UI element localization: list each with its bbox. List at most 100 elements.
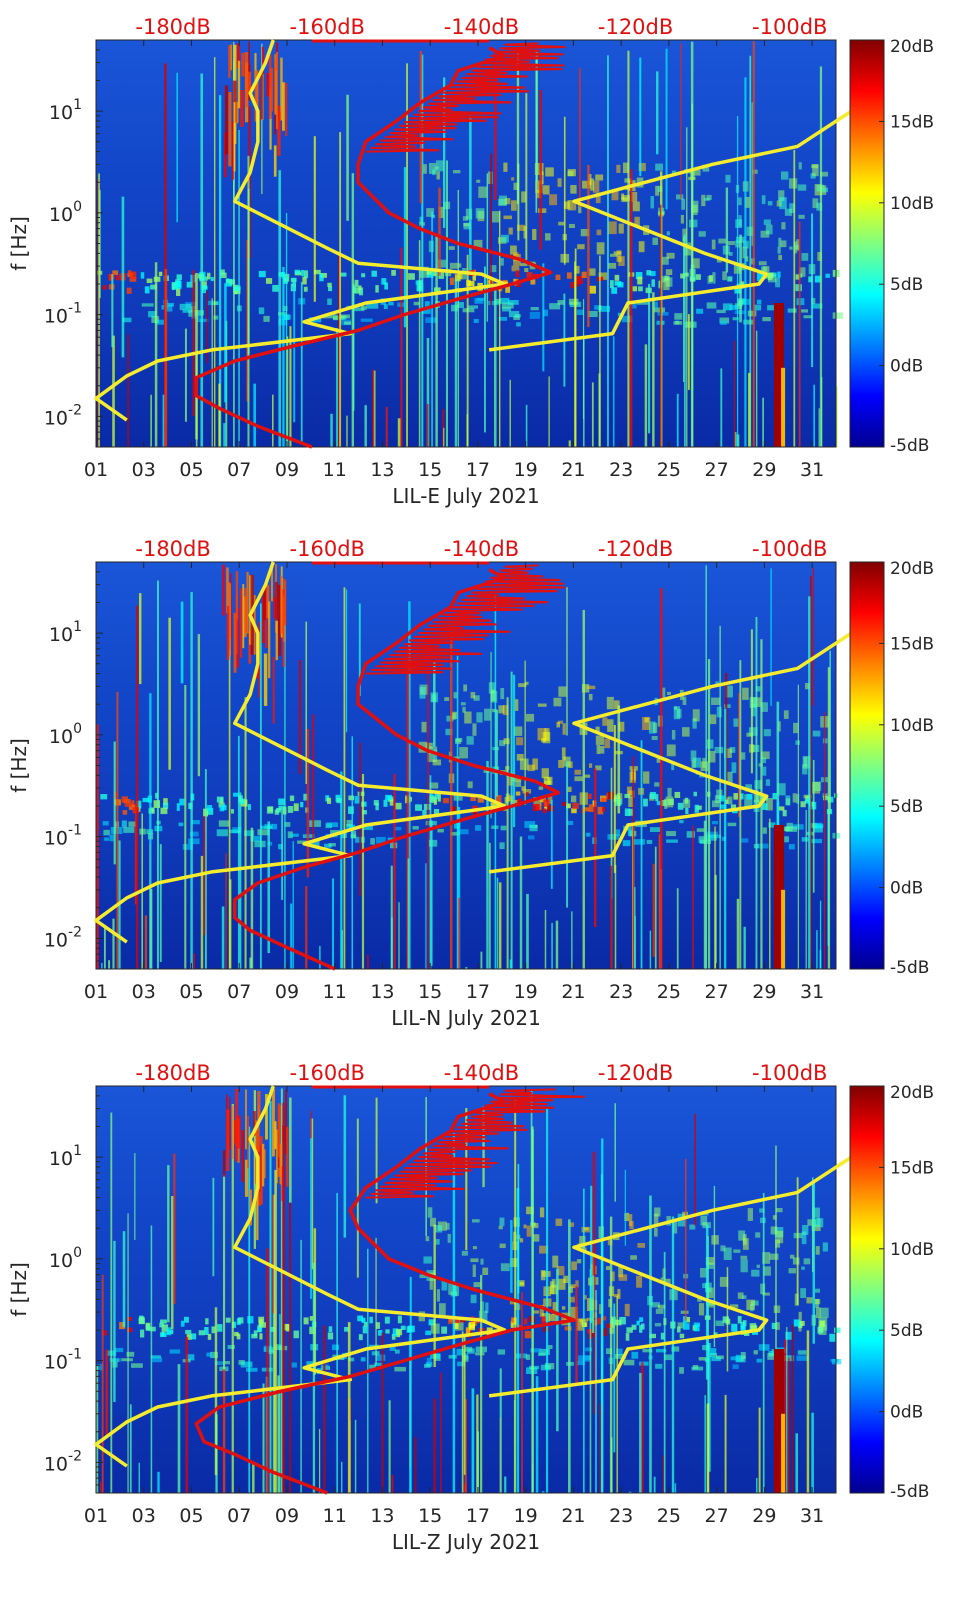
stripe <box>726 1267 729 1372</box>
band-cell <box>757 273 764 282</box>
stripe <box>499 210 501 447</box>
band-cell <box>719 795 725 802</box>
band-cell <box>680 273 685 279</box>
energy-cell <box>558 221 565 226</box>
energy-cell <box>434 166 439 170</box>
energy-cell <box>586 685 596 690</box>
band-cell <box>160 807 168 815</box>
y-tick-label: 101 <box>49 1143 82 1170</box>
y-tick-exponent: 1 <box>73 1143 82 1159</box>
band-cell <box>230 809 235 814</box>
energy-cell <box>628 796 633 808</box>
y-tick-exponent: 0 <box>73 199 82 215</box>
energy-cell <box>509 1258 519 1268</box>
band-cell <box>114 1347 124 1353</box>
band-cell <box>207 272 211 280</box>
stripe <box>546 1106 549 1493</box>
stripe <box>408 601 411 969</box>
energy-cell <box>452 170 461 174</box>
band-cell <box>375 803 379 811</box>
stripe <box>556 1268 559 1432</box>
band-cell <box>149 1326 156 1332</box>
stripe <box>250 827 254 969</box>
energy-cell <box>815 1246 820 1255</box>
stripe <box>223 423 226 447</box>
band-cell <box>709 275 713 282</box>
stripe <box>390 865 393 969</box>
energy-cell <box>618 721 625 732</box>
y-tick-label: 10-1 <box>44 823 82 850</box>
band-cell <box>803 315 813 319</box>
band-cell <box>145 1324 150 1331</box>
band-cell <box>655 1363 663 1369</box>
band-cell <box>768 822 776 828</box>
band-cell <box>247 1316 254 1324</box>
energy-cell <box>466 736 474 745</box>
band-cell <box>633 839 645 845</box>
stripe <box>769 818 771 969</box>
top-db-label: -160dB <box>290 1061 365 1085</box>
energy-cell <box>666 691 671 695</box>
stripe <box>248 106 251 258</box>
stripe <box>218 383 221 447</box>
stripe <box>247 155 250 447</box>
band-cell <box>772 793 777 800</box>
band-cell <box>289 795 295 802</box>
band-cell <box>348 795 355 801</box>
stripe <box>652 292 655 447</box>
stripe <box>720 368 723 447</box>
band-cell <box>694 804 699 813</box>
energy-cell <box>576 1259 582 1264</box>
band-cell <box>140 1329 145 1338</box>
energy-cell <box>567 170 574 177</box>
band-cell <box>649 827 661 833</box>
energy-cell <box>491 211 500 223</box>
stripe <box>516 51 520 205</box>
energy-cell <box>813 1207 820 1218</box>
band-cell <box>576 275 583 284</box>
band-cell <box>730 804 737 810</box>
band-cell <box>258 270 266 278</box>
top-db-label: -140dB <box>444 537 519 561</box>
stripe <box>262 1383 265 1493</box>
stripe <box>793 149 796 447</box>
energy-cell <box>770 1226 778 1235</box>
y-tick-exponent: 0 <box>73 721 82 737</box>
band-cell <box>581 271 587 279</box>
band-cell <box>694 1324 700 1332</box>
top-db-label: -180dB <box>135 15 210 39</box>
energy-cell <box>661 256 669 265</box>
band-cell <box>515 270 520 277</box>
stripe <box>261 1143 265 1187</box>
band-cell <box>425 317 437 323</box>
band-cell <box>354 796 361 804</box>
energy-cell <box>616 250 622 262</box>
band-cell <box>623 1359 635 1366</box>
energy-cell <box>738 197 742 206</box>
stripe <box>465 1108 468 1251</box>
stripe <box>113 741 116 865</box>
band-cell <box>428 1319 436 1326</box>
energy-cell <box>556 722 561 728</box>
band-cell <box>674 313 683 320</box>
band-cell <box>233 285 241 292</box>
stripe <box>173 1153 176 1305</box>
energy-cell <box>681 198 686 210</box>
stripe <box>249 1189 252 1226</box>
band-cell <box>815 823 824 828</box>
energy-cell <box>499 1243 506 1249</box>
band-cell <box>660 1332 665 1340</box>
x-tick-label: 17 <box>466 981 490 1003</box>
stripe <box>280 1088 283 1493</box>
band-cell <box>259 1333 263 1340</box>
stripe <box>811 1177 814 1273</box>
band-cell <box>290 833 299 837</box>
energy-cell <box>472 1264 476 1278</box>
band-cell <box>457 1361 466 1367</box>
energy-cell <box>617 1288 621 1300</box>
band-cell <box>160 1332 167 1338</box>
band-cell <box>108 273 113 281</box>
energy-cell <box>638 241 645 253</box>
energy-cell <box>428 746 438 755</box>
band-cell <box>160 1319 167 1324</box>
